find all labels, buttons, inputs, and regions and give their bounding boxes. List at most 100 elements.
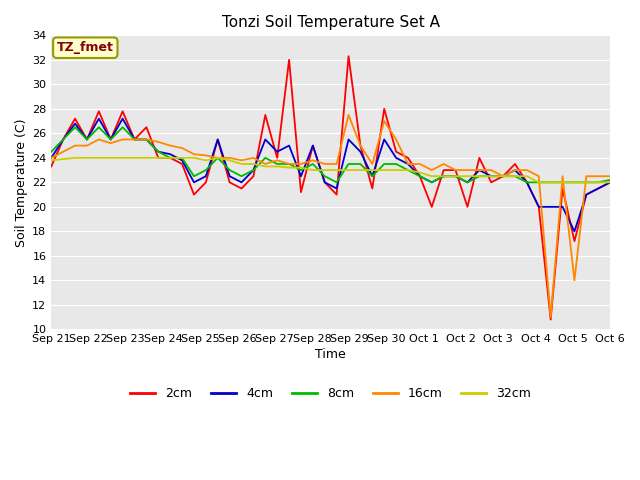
Y-axis label: Soil Temperature (C): Soil Temperature (C) xyxy=(15,118,28,247)
4cm xyxy=(440,173,447,179)
32cm xyxy=(309,167,317,173)
16cm xyxy=(83,143,91,148)
2cm xyxy=(297,189,305,195)
32cm xyxy=(262,164,269,169)
2cm xyxy=(131,137,138,143)
2cm xyxy=(202,180,210,185)
4cm xyxy=(488,173,495,179)
16cm xyxy=(440,161,447,167)
8cm xyxy=(452,173,460,179)
32cm xyxy=(202,157,210,163)
16cm xyxy=(321,161,328,167)
2cm xyxy=(71,116,79,121)
8cm xyxy=(582,180,590,185)
32cm xyxy=(535,180,543,185)
2cm xyxy=(333,192,340,197)
4cm xyxy=(606,180,614,185)
8cm xyxy=(499,173,507,179)
2cm xyxy=(321,180,328,185)
8cm xyxy=(511,173,519,179)
8cm xyxy=(356,161,364,167)
8cm xyxy=(428,180,436,185)
8cm xyxy=(309,161,317,167)
4cm xyxy=(535,204,543,210)
8cm xyxy=(60,137,67,143)
8cm xyxy=(476,173,483,179)
32cm xyxy=(595,180,602,185)
2cm xyxy=(285,57,293,63)
32cm xyxy=(428,173,436,179)
4cm xyxy=(547,204,554,210)
16cm xyxy=(95,137,102,143)
8cm xyxy=(190,173,198,179)
32cm xyxy=(499,173,507,179)
8cm xyxy=(154,149,162,155)
32cm xyxy=(488,173,495,179)
16cm xyxy=(488,167,495,173)
16cm xyxy=(582,173,590,179)
2cm xyxy=(463,204,471,210)
8cm xyxy=(535,180,543,185)
8cm xyxy=(273,161,281,167)
8cm xyxy=(297,167,305,173)
4cm xyxy=(416,173,424,179)
4cm xyxy=(154,149,162,155)
8cm xyxy=(345,161,353,167)
8cm xyxy=(523,180,531,185)
8cm xyxy=(285,161,293,167)
16cm xyxy=(571,277,579,283)
4cm xyxy=(47,155,55,161)
4cm xyxy=(166,151,174,157)
Text: TZ_fmet: TZ_fmet xyxy=(57,41,114,54)
32cm xyxy=(571,180,579,185)
Line: 32cm: 32cm xyxy=(51,158,610,182)
32cm xyxy=(380,167,388,173)
2cm xyxy=(178,161,186,167)
8cm xyxy=(571,180,579,185)
4cm xyxy=(499,173,507,179)
32cm xyxy=(333,167,340,173)
2cm xyxy=(547,317,554,323)
4cm xyxy=(143,137,150,143)
2cm xyxy=(262,112,269,118)
32cm xyxy=(47,157,55,163)
4cm xyxy=(356,149,364,155)
2cm xyxy=(226,180,234,185)
8cm xyxy=(595,180,602,185)
8cm xyxy=(440,173,447,179)
4cm xyxy=(476,167,483,173)
2cm xyxy=(476,155,483,161)
32cm xyxy=(71,155,79,161)
4cm xyxy=(571,228,579,234)
16cm xyxy=(71,143,79,148)
8cm xyxy=(369,173,376,179)
16cm xyxy=(190,151,198,157)
4cm xyxy=(380,137,388,143)
2cm xyxy=(237,186,245,192)
8cm xyxy=(226,167,234,173)
16cm xyxy=(392,137,400,143)
4cm xyxy=(107,137,115,143)
8cm xyxy=(202,167,210,173)
16cm xyxy=(202,153,210,158)
2cm xyxy=(190,192,198,197)
2cm xyxy=(595,186,602,192)
2cm xyxy=(571,238,579,244)
32cm xyxy=(178,155,186,161)
4cm xyxy=(119,116,127,121)
16cm xyxy=(523,167,531,173)
2cm xyxy=(488,180,495,185)
32cm xyxy=(345,167,353,173)
2cm xyxy=(119,108,127,114)
32cm xyxy=(559,180,566,185)
4cm xyxy=(428,180,436,185)
16cm xyxy=(250,155,257,161)
8cm xyxy=(380,161,388,167)
32cm xyxy=(250,161,257,167)
32cm xyxy=(321,167,328,173)
32cm xyxy=(83,155,91,161)
2cm xyxy=(380,106,388,112)
8cm xyxy=(392,161,400,167)
4cm xyxy=(262,137,269,143)
2cm xyxy=(535,204,543,210)
